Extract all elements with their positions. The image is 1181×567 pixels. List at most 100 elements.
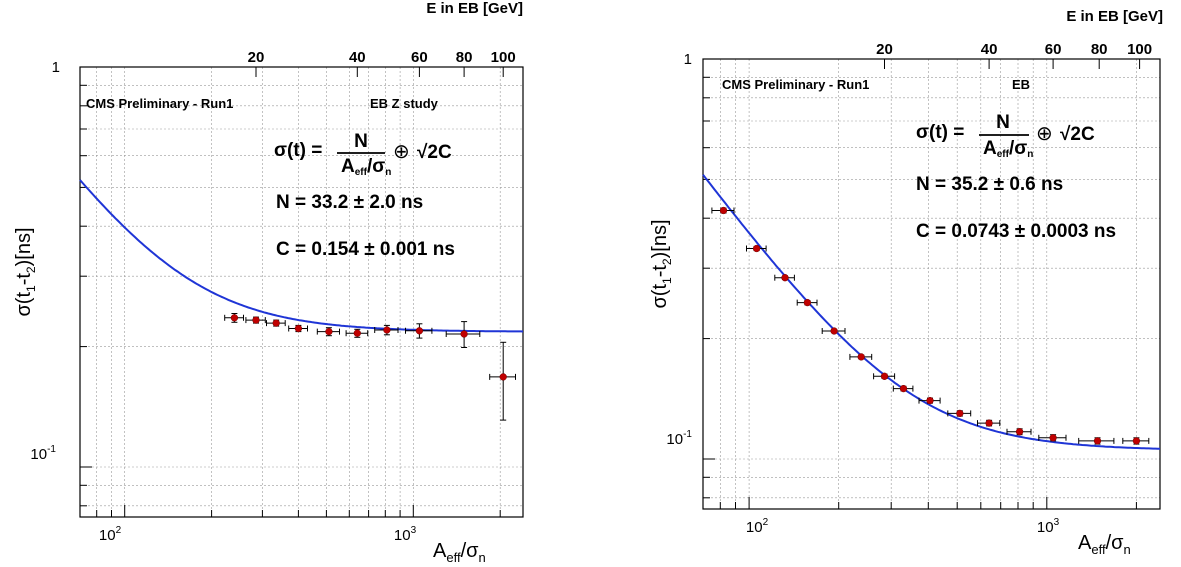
right-data-point <box>947 409 972 418</box>
right-data-point <box>746 244 767 253</box>
left-marker <box>272 319 280 327</box>
left-data-point <box>489 341 516 421</box>
left-top-tick-label: 60 <box>411 49 428 66</box>
right-ticks <box>703 58 1141 509</box>
left-marker <box>383 326 391 334</box>
right-region-label: EB <box>1012 77 1030 92</box>
left-fit-n-value: N = 33.2 ± 2.0 ns <box>276 192 423 213</box>
right-data-point <box>796 298 818 307</box>
left-top-tick-label: 80 <box>456 49 473 66</box>
left-fit-formula: σ(t) = N Aeff/σn ⊕ √2C <box>274 131 452 178</box>
right-grid <box>703 58 1160 509</box>
right-cms-label: CMS Preliminary - Run1 <box>722 77 869 92</box>
left-y-axis-title: σ(t1-t2)[ns] <box>13 227 38 316</box>
svg-text:√2C: √2C <box>417 142 452 163</box>
left-data-point <box>405 323 433 339</box>
right-chart: E in EB [GeV] σ(t1-t2)[ns] Aeff/σn 1 10-… <box>649 8 1163 557</box>
left-data-point <box>266 319 286 327</box>
left-marker <box>353 329 361 337</box>
left-data-point <box>445 321 481 348</box>
right-marker <box>926 396 934 405</box>
right-data-points <box>711 206 1150 445</box>
left-marker <box>325 327 333 336</box>
left-top-tick-label: 40 <box>349 49 366 66</box>
right-marker <box>752 244 761 253</box>
right-xtick-label-1000: 103 <box>1037 517 1060 536</box>
right-data-point <box>1006 428 1032 436</box>
svg-text:N: N <box>996 112 1010 133</box>
right-x-axis-title: Aeff/σn <box>1078 532 1131 557</box>
left-marker <box>294 324 303 333</box>
left-fit-curve-group <box>79 179 524 333</box>
right-top-axis-title: E in EB [GeV] <box>1066 8 1163 25</box>
right-marker <box>719 206 728 215</box>
right-marker <box>857 353 865 361</box>
svg-text:σ(t) =: σ(t) = <box>916 122 964 143</box>
right-marker <box>956 409 964 418</box>
right-top-tick-label: 60 <box>1045 41 1062 58</box>
right-data-point <box>711 206 735 215</box>
left-x-axis-title: Aeff/σn <box>433 540 486 565</box>
right-top-tick-label: 20 <box>876 41 893 58</box>
left-marker <box>415 327 424 335</box>
right-fit-curve-group <box>702 174 1160 450</box>
left-marker <box>252 316 260 324</box>
right-data-point <box>849 353 873 361</box>
left-marker <box>460 330 468 338</box>
right-y-axis-title: σ(t1-t2)[ns] <box>649 219 674 308</box>
right-data-point <box>821 327 846 335</box>
left-marker <box>499 373 507 381</box>
left-top-tick-label: 100 <box>491 49 516 66</box>
svg-text:√2C: √2C <box>1060 124 1095 145</box>
right-data-point <box>774 274 795 282</box>
right-data-point <box>977 419 1001 427</box>
svg-text:σ(t) =: σ(t) = <box>274 140 322 161</box>
left-xtick-label-100: 102 <box>99 525 122 544</box>
right-fit-formula: σ(t) = N Aeff/σn ⊕ √2C <box>916 112 1095 160</box>
left-grid <box>80 66 523 517</box>
svg-text:N: N <box>354 131 368 152</box>
left-data-point <box>374 324 399 336</box>
right-top-tick-labels: 20 40 60 80 100 <box>876 41 1152 58</box>
left-data-point <box>345 328 369 338</box>
svg-text:Aeff/σn: Aeff/σn <box>433 540 486 565</box>
svg-text:Aeff/σn: Aeff/σn <box>1078 532 1131 557</box>
left-chart: E in EB [GeV] σ(t1-t2)[ns] Aeff/σn 1 10-… <box>13 0 524 565</box>
left-plot-frame <box>79 66 524 518</box>
right-plot-frame <box>702 58 1161 510</box>
left-top-axis-title: E in EB [GeV] <box>426 0 523 17</box>
right-top-tick-label: 40 <box>981 41 998 58</box>
right-marker <box>803 298 812 307</box>
right-ytick-label-1: 1 <box>684 51 692 68</box>
right-data-point <box>1038 434 1067 442</box>
right-top-tick-label: 80 <box>1091 41 1108 58</box>
left-top-tick-labels: 20 40 60 80 100 <box>248 49 516 66</box>
left-fit-curve <box>79 179 524 333</box>
right-data-point <box>892 384 914 393</box>
left-ytick-label-1: 1 <box>52 59 60 76</box>
right-marker <box>781 274 789 282</box>
svg-text:σ(t1-t2)[ns]: σ(t1-t2)[ns] <box>13 227 38 316</box>
left-ytick-label-0p1: 10-1 <box>30 444 56 463</box>
right-top-tick-label: 100 <box>1127 41 1152 58</box>
svg-text:σ(t1-t2)[ns]: σ(t1-t2)[ns] <box>649 219 674 308</box>
left-data-point <box>245 316 266 324</box>
right-marker <box>985 419 993 427</box>
svg-text:⊕: ⊕ <box>1036 123 1053 145</box>
left-data-point <box>288 324 308 333</box>
right-marker <box>1049 434 1057 442</box>
right-fit-n-value: N = 35.2 ± 0.6 ns <box>916 174 1063 195</box>
right-marker <box>899 384 908 393</box>
left-region-label: EB Z study <box>370 96 439 111</box>
right-marker <box>1015 428 1024 436</box>
right-marker <box>830 327 838 335</box>
left-marker <box>230 314 239 322</box>
left-data-point <box>224 313 244 323</box>
left-ticks <box>80 66 504 517</box>
left-xtick-label-1000: 103 <box>394 525 417 544</box>
right-marker <box>880 372 889 380</box>
left-data-point <box>316 327 340 337</box>
right-fit-c-value: C = 0.0743 ± 0.0003 ns <box>916 221 1116 242</box>
svg-text:Aeff/σn: Aeff/σn <box>341 156 391 178</box>
